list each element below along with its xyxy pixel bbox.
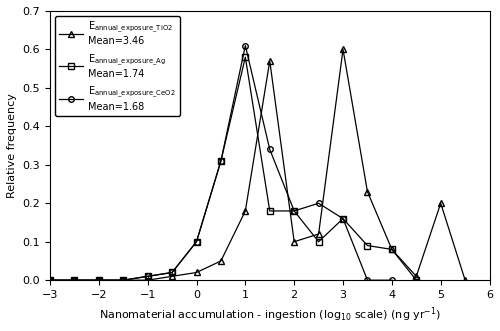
dummy_Ag	[72, 278, 78, 282]
Legend: $\mathregular{E_{annual\_exposure\_TiO2}}$
Mean=3.46, $\mathregular{E_{annual\_e: $\mathregular{E_{annual\_exposure\_TiO2}…	[55, 16, 180, 116]
Line: dummy_Ag: dummy_Ag	[47, 54, 419, 283]
dummy_Ag	[194, 240, 200, 244]
dummy_TiO2	[72, 278, 78, 282]
dummy_CeO2	[242, 44, 248, 48]
dummy_Ag	[242, 55, 248, 59]
dummy_CeO2	[340, 217, 346, 221]
dummy_Ag	[169, 270, 175, 274]
dummy_Ag	[47, 278, 53, 282]
dummy_Ag	[120, 278, 126, 282]
dummy_TiO2	[194, 270, 200, 274]
dummy_Ag	[414, 278, 420, 282]
dummy_TiO2	[96, 278, 102, 282]
X-axis label: Nanomaterial accumulation - ingestion (log$_{10}$ scale) (ng yr$^{-1}$): Nanomaterial accumulation - ingestion (l…	[98, 306, 441, 324]
dummy_TiO2	[462, 278, 468, 282]
dummy_TiO2	[242, 209, 248, 213]
dummy_CeO2	[316, 201, 322, 205]
dummy_TiO2	[267, 59, 273, 63]
dummy_TiO2	[144, 278, 150, 282]
dummy_CeO2	[120, 278, 126, 282]
dummy_TiO2	[47, 278, 53, 282]
dummy_TiO2	[389, 247, 395, 251]
dummy_CeO2	[194, 240, 200, 244]
dummy_TiO2	[438, 201, 444, 205]
dummy_Ag	[389, 247, 395, 251]
dummy_Ag	[144, 274, 150, 278]
dummy_CeO2	[291, 209, 297, 213]
dummy_CeO2	[218, 159, 224, 163]
dummy_Ag	[340, 217, 346, 221]
dummy_Ag	[218, 159, 224, 163]
Y-axis label: Relative frequency: Relative frequency	[7, 93, 17, 198]
Line: dummy_CeO2: dummy_CeO2	[47, 43, 395, 283]
dummy_TiO2	[316, 232, 322, 236]
dummy_CeO2	[169, 270, 175, 274]
dummy_CeO2	[96, 278, 102, 282]
dummy_TiO2	[414, 274, 420, 278]
dummy_Ag	[96, 278, 102, 282]
dummy_TiO2	[364, 190, 370, 194]
Line: dummy_TiO2: dummy_TiO2	[47, 47, 468, 283]
dummy_Ag	[316, 240, 322, 244]
dummy_CeO2	[389, 278, 395, 282]
dummy_CeO2	[144, 274, 150, 278]
dummy_CeO2	[364, 278, 370, 282]
dummy_CeO2	[267, 147, 273, 151]
dummy_TiO2	[169, 274, 175, 278]
dummy_TiO2	[291, 240, 297, 244]
dummy_Ag	[364, 244, 370, 248]
dummy_Ag	[267, 209, 273, 213]
dummy_Ag	[291, 209, 297, 213]
dummy_CeO2	[47, 278, 53, 282]
dummy_TiO2	[218, 259, 224, 263]
dummy_TiO2	[340, 47, 346, 51]
dummy_CeO2	[72, 278, 78, 282]
dummy_TiO2	[120, 278, 126, 282]
